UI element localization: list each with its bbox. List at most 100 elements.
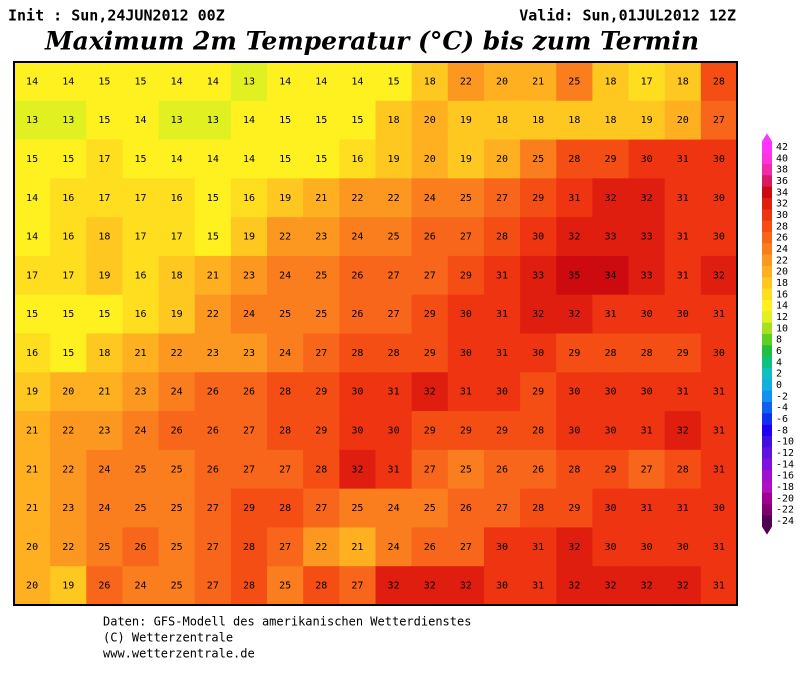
temperature-cell [483, 62, 521, 102]
temperature-label: 31 [496, 309, 508, 320]
temperature-label: 33 [641, 270, 653, 281]
colorbar-label: -18 [776, 482, 794, 493]
colorbar-swatch [762, 254, 772, 267]
temperature-label: 16 [62, 232, 74, 243]
footer-line: www.wetterzentrale.de [103, 647, 255, 661]
temperature-cell [483, 411, 521, 451]
temperature-cell [628, 100, 666, 141]
temperature-cell [267, 139, 304, 179]
temperature-cell [50, 527, 87, 567]
colorbar-label: 30 [776, 210, 788, 221]
temperature-cell [86, 372, 123, 412]
temperature-label: 30 [351, 387, 363, 398]
temperature-label: 25 [171, 581, 183, 592]
temperature-label: 22 [62, 542, 74, 553]
temperature-cell [700, 100, 738, 141]
temperature-label: 27 [460, 232, 472, 243]
colorbar-label: 26 [776, 233, 788, 244]
temperature-label: 22 [171, 348, 183, 359]
temperature-label: 27 [496, 503, 508, 514]
colorbar-label: -4 [776, 403, 788, 414]
temperature-label: 30 [460, 309, 472, 320]
colorbar-label: -14 [776, 459, 794, 470]
temperature-label: 28 [568, 154, 580, 165]
temperature-cell [86, 139, 123, 179]
temperature-cell [230, 488, 268, 528]
temperature-cell [592, 178, 630, 218]
temperature-cell [267, 100, 304, 141]
temperature-cell [592, 294, 630, 334]
temperature-cell [50, 62, 87, 102]
temperature-label: 32 [424, 581, 436, 592]
temperature-label: 15 [207, 232, 219, 243]
temperature-label: 30 [713, 503, 725, 514]
temperature-cell [158, 139, 196, 179]
temperature-label: 18 [424, 76, 436, 87]
temperature-label: 17 [641, 76, 653, 87]
temperature-label: 30 [713, 232, 725, 243]
temperature-cell [14, 449, 51, 490]
temperature-label: 20 [26, 542, 38, 553]
temperature-label: 16 [351, 154, 363, 165]
temperature-cell [592, 527, 630, 567]
temperature-label: 29 [496, 425, 508, 436]
temperature-cell [230, 217, 268, 257]
temperature-label: 18 [98, 232, 110, 243]
colorbar-swatch [762, 379, 772, 391]
temperature-label: 33 [641, 232, 653, 243]
temperature-cell [664, 372, 702, 412]
temperature-label: 32 [568, 581, 580, 592]
temperature-label: 30 [532, 348, 544, 359]
colorbar-label: -12 [776, 448, 794, 459]
temperature-cell [556, 255, 593, 296]
temperature-cell [86, 178, 123, 218]
temperature-label: 27 [424, 464, 436, 475]
colorbar-swatch [762, 232, 772, 244]
temperature-label: 33 [532, 270, 544, 281]
temperature-label: 14 [26, 76, 38, 87]
temperature-label: 31 [460, 387, 472, 398]
temperature-cell [700, 294, 738, 334]
temperature-cell [194, 139, 232, 179]
temperature-label: 29 [568, 503, 580, 514]
temperature-label: 18 [532, 115, 544, 126]
temperature-cell [700, 255, 738, 296]
colorbar-swatch [762, 504, 772, 516]
temperature-label: 20 [677, 115, 689, 126]
temperature-cell [700, 411, 738, 451]
temperature-cell [700, 527, 738, 567]
temperature-cell [447, 333, 485, 373]
temperature-cell [411, 294, 449, 334]
colorbar-swatch [762, 300, 772, 312]
temperature-label: 31 [713, 425, 725, 436]
temperature-label: 14 [279, 76, 291, 87]
temperature-label: 27 [351, 581, 363, 592]
temperature-cell [122, 100, 160, 141]
temperature-cell [50, 488, 87, 528]
temperature-cell [230, 139, 268, 179]
temperature-label: 16 [26, 348, 38, 359]
temperature-cell [194, 411, 232, 451]
temperature-cell [303, 178, 340, 218]
temperature-cell [664, 488, 702, 528]
temperature-label: 32 [713, 270, 725, 281]
temperature-label: 31 [532, 542, 544, 553]
temperature-cell [375, 527, 413, 567]
temperature-cell [50, 139, 87, 179]
temperature-cell [447, 255, 485, 296]
temperature-label: 19 [388, 154, 400, 165]
temperature-cell [628, 139, 666, 179]
temperature-label: 30 [677, 542, 689, 553]
temperature-cell [700, 488, 738, 528]
temperature-cell [158, 62, 196, 102]
temperature-cell [411, 100, 449, 141]
temperature-cell [664, 62, 702, 102]
temperature-cell [520, 294, 557, 334]
colorbar-label: 0 [776, 380, 782, 391]
temperature-cell [50, 333, 87, 373]
temperature-label: 28 [279, 387, 291, 398]
temperature-label: 28 [243, 581, 255, 592]
temperature-cell [86, 62, 123, 102]
temperature-cell [267, 333, 304, 373]
